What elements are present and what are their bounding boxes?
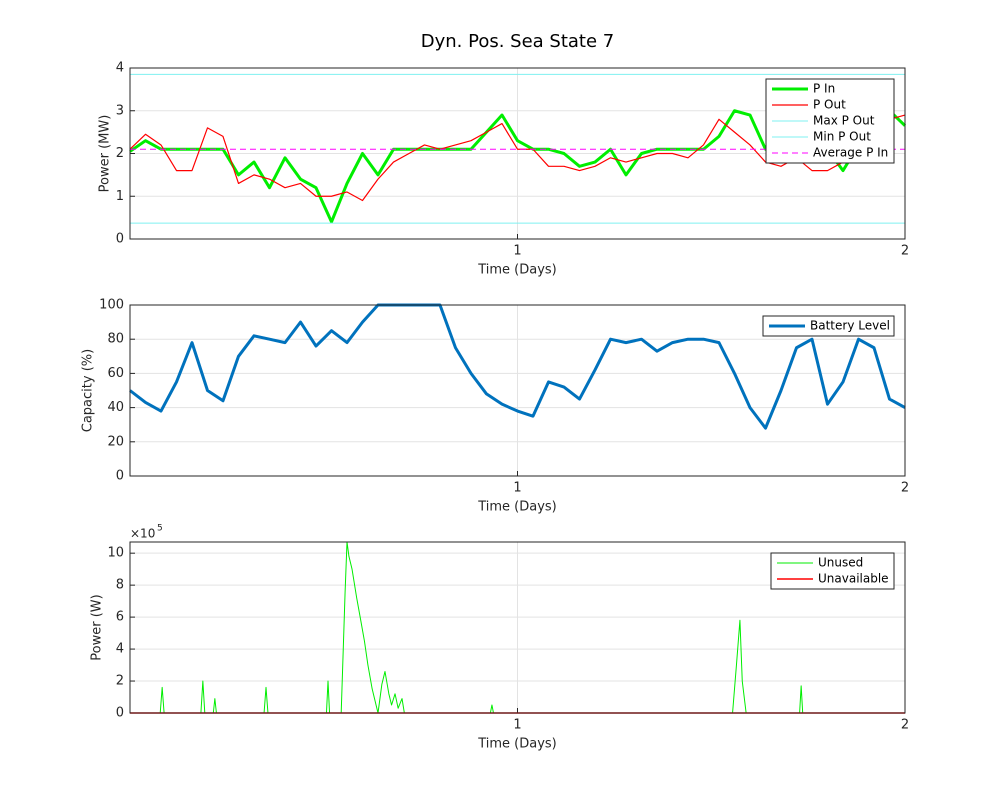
y-tick-label: 2 — [116, 146, 124, 161]
y-tick-label: 1 — [116, 189, 124, 204]
y-tick-label: 0 — [116, 232, 124, 247]
legend-label: Average P In — [813, 146, 888, 160]
y-axis-label: Capacity (%) — [81, 349, 96, 432]
y-tick-label: 10 — [107, 546, 124, 561]
chart-title: Dyn. Pos. Sea State 7 — [421, 31, 614, 52]
y-tick-label: 60 — [107, 366, 124, 381]
axes: Dyn. Pos. Sea State 7 0 1 2 3 4 1 2 Time (Days) P… — [98, 31, 910, 278]
legend: Battery Level — [762, 315, 895, 337]
axes: 0 20 40 60 80 100 1 2 Time (Days) Capacity (%) Bat… — [81, 298, 910, 515]
y-tick-label: 3 — [116, 103, 124, 118]
y-tick-label: 0 — [116, 706, 124, 721]
legend: Unused Unavailable — [770, 552, 895, 590]
axes-frame — [129, 67, 906, 240]
series-line — [130, 541, 905, 714]
series-line — [129, 303, 906, 430]
y-exponent-base: ×10 — [130, 527, 155, 541]
legend: P In P Out Max P Out Min P Out Average P In — [765, 78, 895, 164]
y-tick-label: 6 — [116, 610, 124, 625]
x-tick-label: 1 — [513, 244, 521, 259]
x-tick-label: 2 — [901, 481, 909, 496]
y-tick-label: 8 — [116, 578, 124, 593]
axes-frame — [129, 304, 906, 477]
legend-label: Battery Level — [810, 319, 890, 333]
axes-frame — [129, 541, 906, 714]
legend-box — [770, 552, 895, 590]
legend-label: Unused — [818, 556, 863, 570]
y-tick-label: 2 — [116, 674, 124, 689]
x-axis-label: Time (Days) — [477, 737, 557, 752]
x-tick-label: 2 — [901, 244, 909, 259]
y-tick-label: 4 — [116, 61, 124, 76]
series-line — [129, 114, 906, 202]
legend-box — [762, 315, 895, 337]
legend-label: P Out — [813, 98, 846, 112]
y-tick-label: 100 — [99, 298, 124, 313]
x-tick-label: 1 — [513, 718, 521, 733]
legend-label: Unavailable — [818, 572, 889, 586]
y-tick-label: 40 — [107, 400, 124, 415]
legend-label: Max P Out — [813, 114, 875, 128]
y-exponent: 5 — [157, 524, 163, 534]
legend-label: Min P Out — [813, 130, 871, 144]
y-tick-label: 0 — [116, 469, 124, 484]
y-tick-label: 4 — [116, 642, 124, 657]
x-tick-label: 2 — [901, 718, 909, 733]
y-axis-label: Power (W) — [90, 594, 105, 660]
x-axis-label: Time (Days) — [477, 500, 557, 515]
x-tick-label: 1 — [513, 481, 521, 496]
y-axis-label: Power (MW) — [98, 115, 113, 193]
y-tick-label: 80 — [107, 332, 124, 347]
y-tick-label: 20 — [107, 434, 124, 449]
legend-label: P In — [813, 82, 835, 96]
x-axis-label: Time (Days) — [477, 263, 557, 278]
